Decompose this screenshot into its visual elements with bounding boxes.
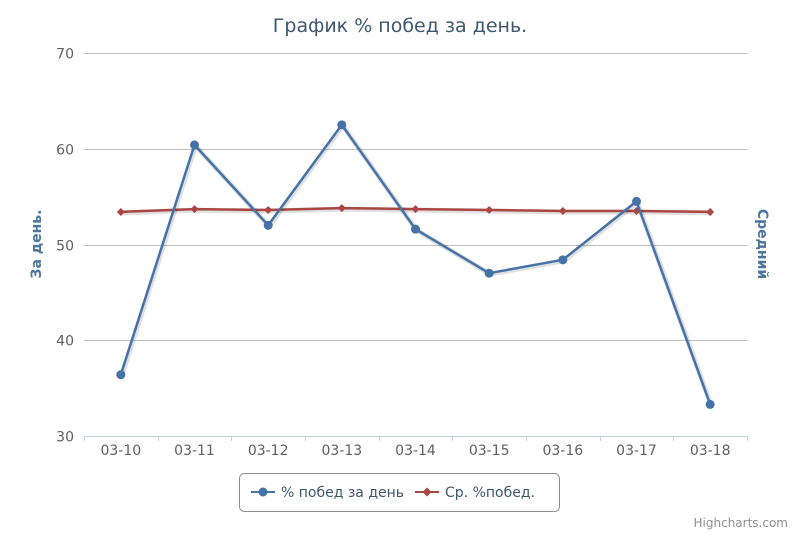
data-point-diamond[interactable] [116, 207, 125, 216]
x-tick-label: 03-18 [690, 443, 731, 459]
x-tick-label: 03-12 [248, 443, 289, 459]
legend-label-series-2: Ср. %побед. [445, 485, 535, 501]
data-point-circle[interactable] [263, 220, 273, 230]
y-tick-label: 70 [56, 47, 74, 63]
x-tick-label: 03-17 [616, 443, 657, 459]
x-axis-tick-labels: 03-10 03-11 03-12 03-13 03-14 03-15 03-16 03-17… [100, 443, 730, 459]
data-point-diamond[interactable] [337, 204, 346, 213]
data-point-diamond[interactable] [264, 206, 273, 215]
x-tick-label: 03-11 [174, 443, 215, 459]
y-tick-label: 60 [56, 143, 74, 159]
x-tick-label: 03-14 [395, 443, 436, 459]
y-axis-ticks: 30 40 50 60 70 [56, 47, 74, 446]
data-point-circle[interactable] [705, 399, 715, 409]
legend-item-series-1[interactable]: % побед за день [251, 485, 404, 501]
data-point-circle[interactable] [484, 268, 494, 278]
data-point-circle[interactable] [116, 370, 126, 380]
legend-item-series-2[interactable]: Ср. %побед. [415, 485, 535, 501]
y-tick-label: 30 [56, 430, 74, 446]
legend-marker-series-2 [422, 487, 432, 497]
x-tick-label: 03-13 [321, 443, 362, 459]
data-point-circle[interactable] [632, 196, 641, 206]
data-point-diamond[interactable] [411, 205, 420, 214]
x-axis [84, 436, 748, 441]
y-axis-right-title: Средний [754, 209, 770, 279]
y-tick-label: 40 [56, 334, 74, 350]
legend[interactable]: % побед за день Ср. %побед. [239, 473, 560, 512]
y-tick-label: 50 [56, 239, 74, 255]
gridlines [84, 53, 747, 341]
data-point-diamond[interactable] [190, 205, 199, 214]
legend-marker-series-1 [258, 487, 268, 497]
data-point-circle[interactable] [190, 140, 199, 150]
legend-box [239, 473, 560, 512]
x-tick-label: 03-16 [542, 443, 583, 459]
y-axis-left-title: За день. [29, 210, 45, 279]
data-point-circle[interactable] [558, 255, 568, 265]
legend-label-series-1: % побед за день [281, 485, 404, 501]
x-tick-label: 03-15 [469, 443, 510, 459]
data-point-diamond[interactable] [485, 206, 494, 215]
data-point-circle[interactable] [337, 120, 347, 130]
x-tick-label: 03-10 [100, 443, 141, 459]
series-line-1 [119, 123, 712, 405]
chart-title: График % побед за день. [273, 15, 527, 37]
credits-link[interactable]: Highcharts.com [694, 516, 788, 530]
data-point-diamond[interactable] [558, 206, 567, 215]
data-point-diamond[interactable] [706, 207, 715, 216]
series-shadow-1 [119, 123, 714, 407]
data-point-circle[interactable] [411, 224, 420, 234]
series-group [116, 120, 715, 409]
